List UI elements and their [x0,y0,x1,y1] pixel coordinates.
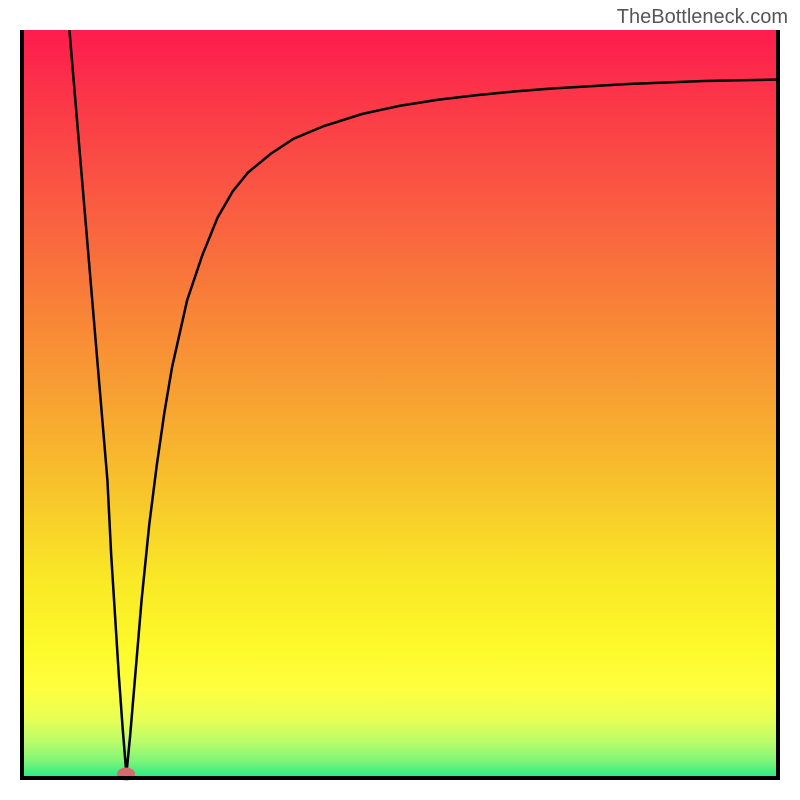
curve-line [20,30,780,780]
chart-container: TheBottleneck.com [0,0,800,800]
watermark-text: TheBottleneck.com [617,6,788,29]
minimum-marker [117,768,135,781]
plot-area [20,30,780,780]
